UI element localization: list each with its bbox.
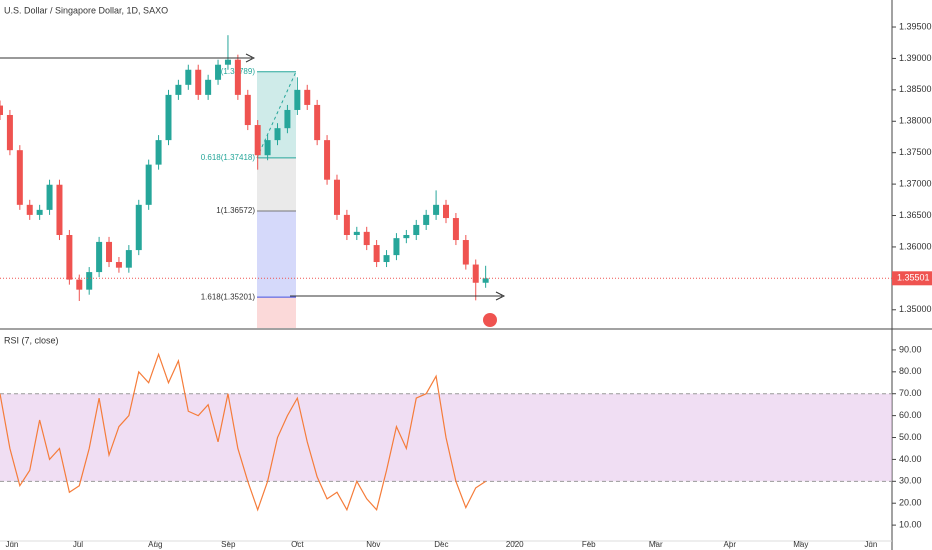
candle-body — [254, 125, 261, 156]
candle-body — [353, 231, 360, 236]
rsi-line — [0, 352, 486, 512]
candle-body — [185, 69, 192, 85]
candle-body — [145, 164, 152, 205]
candle-body — [76, 279, 83, 290]
y-tick-label: 1.36000 — [899, 241, 932, 251]
x-tick-label: Nov — [366, 540, 380, 549]
y-tick-label: 20.00 — [899, 498, 922, 508]
candle-body — [383, 255, 390, 263]
candle-body — [234, 59, 241, 95]
y-tick-label: 60.00 — [899, 410, 922, 420]
x-tick-label: Jun — [5, 540, 18, 549]
candle-body — [462, 240, 469, 265]
last-price-box — [892, 271, 932, 286]
candle-body — [264, 140, 271, 156]
candle-body — [314, 104, 321, 141]
y-tick-label: 70.00 — [899, 388, 922, 398]
candle-body — [155, 140, 162, 165]
y-tick-label: 80.00 — [899, 366, 922, 376]
candle-body — [175, 84, 182, 95]
y-tick-label: 30.00 — [899, 476, 922, 486]
candle-body — [333, 179, 340, 215]
candle-body — [106, 241, 113, 263]
fib-zone — [257, 157, 296, 212]
event-icon[interactable] — [483, 313, 497, 327]
fib-zone — [257, 297, 296, 328]
fib-diagonal — [256, 71, 297, 159]
candle-body — [86, 272, 93, 290]
fib-label: 1(1.36572) — [216, 206, 255, 215]
candle-body — [6, 114, 13, 151]
fib-label: 0.618(1.37418) — [201, 153, 256, 162]
arrow-head — [245, 53, 256, 63]
candle-body — [96, 241, 103, 273]
y-tick-label: 1.39500 — [899, 21, 932, 31]
candle-body — [244, 94, 251, 126]
y-tick-label: 10.00 — [899, 519, 922, 529]
candle-body — [304, 89, 311, 105]
x-tick-label: Sep — [221, 540, 236, 549]
candle-body — [403, 235, 410, 239]
x-tick-label: 2020 — [506, 540, 524, 549]
x-tick-label: Jul — [73, 540, 83, 549]
x-tick-label: Aug — [148, 540, 162, 549]
arrow-head — [495, 291, 506, 301]
candle-body — [284, 109, 291, 129]
candle-body — [413, 224, 420, 236]
candle-body — [423, 214, 430, 225]
candle-body — [215, 64, 222, 80]
candle-body — [393, 238, 400, 256]
candle-body — [36, 209, 43, 215]
candle-body — [472, 264, 479, 283]
candle-body — [56, 184, 63, 236]
candle-body — [46, 184, 53, 210]
y-tick-label: 1.36500 — [899, 210, 932, 220]
y-tick-label: 1.38000 — [899, 116, 932, 126]
x-tick-label: Apr — [724, 540, 737, 549]
candle-body — [324, 140, 331, 180]
candle-body — [165, 94, 172, 141]
candle-body — [433, 204, 440, 215]
candle-body — [443, 204, 449, 219]
candle-body — [224, 59, 231, 65]
candle-body — [195, 69, 202, 95]
x-tick-label: Dec — [434, 540, 448, 549]
y-tick-label: 1.37500 — [899, 147, 932, 157]
x-tick-label: Mar — [649, 540, 663, 549]
x-tick-label: May — [793, 540, 808, 549]
candle-body — [373, 245, 380, 263]
candle-body — [125, 250, 132, 268]
x-tick-label: Feb — [582, 540, 596, 549]
candle-body — [205, 79, 212, 95]
candle-body — [26, 204, 33, 215]
candle-body — [0, 105, 3, 115]
chart-title: U.S. Dollar / Singapore Dollar, 1D, SAXO — [4, 5, 168, 15]
y-tick-label: 90.00 — [899, 344, 922, 354]
y-tick-label: 40.00 — [899, 454, 922, 464]
y-tick-label: 1.37000 — [899, 178, 932, 188]
x-tick-label: Jun — [864, 540, 877, 549]
candle-body — [66, 235, 73, 280]
candle-body — [343, 214, 350, 236]
y-tick-label: 1.35000 — [899, 304, 932, 314]
y-tick-label: 1.38500 — [899, 84, 932, 94]
candle-body — [115, 262, 122, 268]
candle-body — [294, 89, 301, 110]
fib-zone — [257, 211, 296, 298]
rsi-title: RSI (7, close) — [4, 335, 59, 345]
candle-body — [274, 128, 281, 141]
y-tick-label: 50.00 — [899, 432, 922, 442]
candle-body — [482, 278, 489, 283]
fib-label: 1.618(1.35201) — [201, 292, 256, 301]
x-tick-label: Oct — [291, 540, 304, 549]
last-price-label: 1.35501 — [897, 273, 930, 283]
candle-body — [363, 231, 370, 246]
candle-body — [452, 218, 459, 241]
candle-body — [16, 150, 23, 205]
candle-body — [135, 204, 142, 251]
y-tick-label: 1.39000 — [899, 53, 932, 63]
